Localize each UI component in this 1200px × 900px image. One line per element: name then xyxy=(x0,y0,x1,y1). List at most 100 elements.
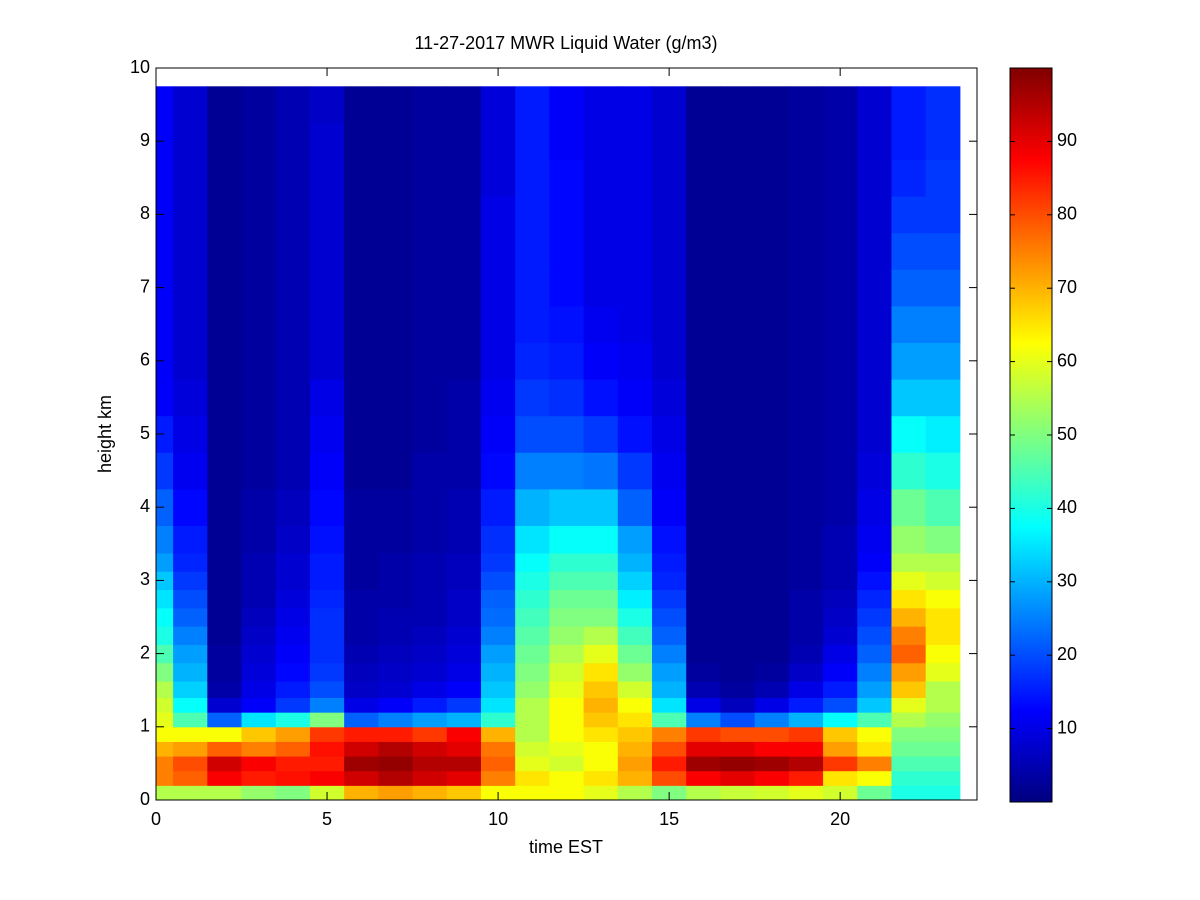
heatmap-cell xyxy=(788,571,824,591)
heatmap-cell xyxy=(412,756,448,772)
heatmap-cell xyxy=(412,379,448,417)
heatmap-cell xyxy=(480,626,516,645)
heatmap-cell xyxy=(515,379,550,417)
heatmap-cell xyxy=(857,525,892,554)
heatmap-cell xyxy=(344,644,379,664)
heatmap-cell xyxy=(156,726,174,742)
heatmap-cell xyxy=(207,488,243,526)
heatmap-cell xyxy=(344,770,379,786)
heatmap-cell xyxy=(617,305,653,343)
heatmap-cell xyxy=(549,571,585,591)
heatmap-cell xyxy=(309,415,345,453)
heatmap-cell xyxy=(515,589,550,609)
heatmap-cell xyxy=(412,452,448,490)
heatmap-cell xyxy=(241,626,277,645)
heatmap-cell xyxy=(275,626,311,645)
heatmap-cell xyxy=(652,232,687,270)
heatmap-cell xyxy=(788,552,824,572)
heatmap-cell xyxy=(309,305,345,343)
heatmap-cell xyxy=(378,122,414,160)
heatmap-cell xyxy=(891,770,927,786)
heatmap-cell xyxy=(515,712,550,728)
heatmap-cell xyxy=(378,785,414,800)
heatmap-cell xyxy=(241,86,277,124)
heatmap-cell xyxy=(925,552,961,572)
heatmap-cell xyxy=(925,726,961,742)
heatmap-cell xyxy=(412,415,448,453)
heatmap-cell xyxy=(788,525,824,554)
heatmap-cell xyxy=(686,86,721,124)
heatmap-cell xyxy=(309,552,345,572)
heatmap-cell xyxy=(857,697,892,713)
heatmap-cell xyxy=(823,607,858,627)
heatmap-cell xyxy=(754,525,790,554)
heatmap-cell xyxy=(720,342,756,380)
heatmap-cell xyxy=(480,662,516,682)
heatmap-cell xyxy=(652,626,687,645)
heatmap-cell xyxy=(480,571,516,591)
heatmap-cell xyxy=(617,552,653,572)
x-axis-label: time EST xyxy=(529,837,603,857)
heatmap-cell xyxy=(156,269,174,307)
heatmap-cell xyxy=(446,379,482,417)
heatmap-cell xyxy=(156,644,174,664)
heatmap-cell xyxy=(891,644,927,664)
heatmap-cell xyxy=(309,86,345,124)
heatmap-cell xyxy=(344,626,379,645)
heatmap-cell xyxy=(480,697,516,713)
heatmap-cell xyxy=(652,770,687,786)
heatmap-cell xyxy=(173,770,208,786)
heatmap-cell xyxy=(617,626,653,645)
heatmap-cell xyxy=(754,697,790,713)
heatmap-cell xyxy=(344,552,379,572)
heatmap-cell xyxy=(173,305,208,343)
heatmap-cell xyxy=(515,232,550,270)
heatmap-cell xyxy=(549,552,585,572)
heatmap-cell xyxy=(378,525,414,554)
heatmap-cell xyxy=(652,571,687,591)
heatmap-cell xyxy=(823,488,858,526)
heatmap-cell xyxy=(857,726,892,742)
heatmap-cell xyxy=(754,607,790,627)
heatmap-cell xyxy=(925,525,961,554)
heatmap-cell xyxy=(823,232,858,270)
y-tick-label: 1 xyxy=(140,716,150,736)
heatmap-cell xyxy=(241,662,277,682)
heatmap-cell xyxy=(515,415,550,453)
heatmap-cell xyxy=(515,697,550,713)
heatmap-cell xyxy=(857,232,892,270)
heatmap-cell xyxy=(549,589,585,609)
heatmap-cell xyxy=(309,159,345,197)
heatmap-cell xyxy=(480,726,516,742)
heatmap-cell xyxy=(720,269,756,307)
heatmap-cell xyxy=(857,681,892,699)
heatmap-cell xyxy=(857,452,892,490)
y-axis-label: height km xyxy=(95,395,115,473)
heatmap-cell xyxy=(275,232,311,270)
heatmap-cell xyxy=(686,662,721,682)
y-tick-label: 9 xyxy=(140,130,150,150)
heatmap-cell xyxy=(446,415,482,453)
heatmap-cell xyxy=(275,196,311,234)
heatmap-cell xyxy=(652,681,687,699)
heatmap-cell xyxy=(857,626,892,645)
colorbar-tick-label: 80 xyxy=(1057,204,1077,224)
heatmap-cell xyxy=(823,712,858,728)
x-tick-label: 10 xyxy=(488,809,508,829)
heatmap-cell xyxy=(207,122,243,160)
heatmap-cell xyxy=(549,269,585,307)
heatmap-cell xyxy=(549,726,585,742)
heatmap-cell xyxy=(275,122,311,160)
heatmap-cell xyxy=(412,86,448,124)
y-tick-label: 8 xyxy=(140,203,150,223)
heatmap-cell xyxy=(446,726,482,742)
heatmap-cell xyxy=(344,232,379,270)
heatmap-cell xyxy=(480,525,516,554)
heatmap-cell xyxy=(652,552,687,572)
heatmap-cell xyxy=(754,269,790,307)
heatmap-cell xyxy=(207,305,243,343)
heatmap-cell xyxy=(515,785,550,800)
heatmap-cell xyxy=(156,552,174,572)
heatmap-cell xyxy=(309,662,345,682)
heatmap-cell xyxy=(891,785,927,800)
